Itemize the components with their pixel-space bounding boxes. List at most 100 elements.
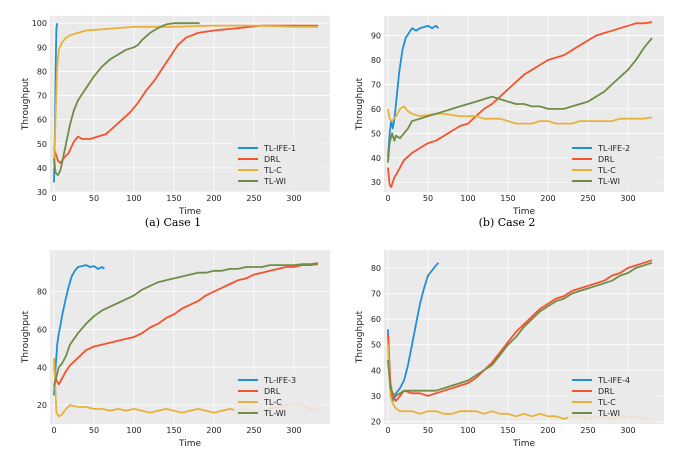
legend-label: TL-WI [263,409,286,418]
y-tick-labels: 30 40 50 60 70 80 90 100 [32,19,47,197]
y-tick-label: 40 [37,164,47,173]
legend-label: TL-IFE-3 [263,376,296,385]
y-tick-label: 70 [371,80,381,89]
y-tick-label: 40 [371,366,381,375]
y-axis-label: Throughput [21,310,31,364]
chart-case-2-svg: 0 50 100 150 200 250 300 30 40 50 60 70 80 90 Time Thro… [355,16,664,217]
legend-label: TL-C [263,166,282,175]
x-tick-label: 250 [246,426,261,435]
legend: TL-IFE-2 DRL TL-C TL-WI [568,140,658,190]
y-tick-label: 80 [371,264,381,273]
series-line-4 [387,37,653,163]
x-tick-label: 250 [580,426,595,435]
y-tick-label: 20 [371,417,381,426]
legend-label: TL-WI [597,409,620,418]
legend-label: TL-IFE-4 [597,376,630,385]
legend-label: TL-WI [263,177,286,186]
x-tick-label: 0 [385,426,390,435]
x-tick-labels: 0 50 100 150 200 250 300 [385,426,635,435]
x-tick-label: 50 [89,194,99,203]
x-tick-label: 100 [460,194,475,203]
y-tick-label: 50 [371,341,381,350]
chart-case-2: 0 50 100 150 200 250 300 30 40 50 60 70 80 90 Time Thro… [342,8,672,218]
x-tick-label: 0 [51,194,56,203]
x-tick-label: 150 [500,426,515,435]
x-tick-label: 300 [286,194,301,203]
x-tick-label: 50 [423,426,433,435]
series-line-2 [387,259,653,402]
legend: TL-IFE-3 DRL TL-C TL-WI [234,372,324,422]
x-tick-label: 200 [206,194,221,203]
series-lines [53,22,318,183]
x-tick-label: 100 [126,426,141,435]
series-lines [387,21,653,188]
y-tick-label: 90 [37,43,47,52]
x-tick-label: 250 [246,194,261,203]
y-tick-label: 50 [37,140,47,149]
y-axis-label: Throughput [21,77,31,131]
y-tick-label: 80 [37,288,47,297]
x-tick-labels: 0 50 100 150 200 250 300 [51,426,301,435]
x-tick-label: 300 [620,194,635,203]
legend-label: TL-C [263,398,282,407]
y-axis-label: Throughput [355,310,365,364]
series-line-3 [53,24,318,168]
chart-case-4: 0 50 100 150 200 250 300 20 30 40 50 60 70 80 Time Thro… [342,242,672,450]
x-axis-label: Time [178,439,201,449]
legend: TL-IFE-1 DRL TL-C TL-WI [234,140,324,190]
series-line-2 [53,263,319,386]
x-axis-label: Time [512,207,535,217]
x-tick-label: 200 [540,426,555,435]
x-tick-labels: 0 50 100 150 200 250 300 [51,194,301,203]
x-tick-label: 300 [620,426,635,435]
y-tick-label: 80 [37,67,47,76]
legend-label: TL-WI [597,177,620,186]
x-axis-label: Time [178,207,201,217]
y-tick-labels: 20 40 60 80 [37,288,47,410]
x-tick-label: 150 [500,194,515,203]
x-tick-label: 150 [166,426,181,435]
y-tick-label: 30 [371,392,381,401]
legend-label: DRL [264,387,281,396]
series-line-4 [53,22,200,176]
legend-label: TL-IFE-2 [597,144,630,153]
y-tick-label: 30 [371,178,381,187]
chart-case-4-svg: 0 50 100 150 200 250 300 20 30 40 50 60 70 80 Time Thro… [355,250,664,449]
legend: TL-IFE-4 DRL TL-C TL-WI [568,372,658,422]
caption-case-2: (b) Case 2 [478,216,536,229]
y-tick-label: 40 [371,154,381,163]
legend-label: TL-IFE-1 [263,144,296,153]
series-line-4 [53,262,319,387]
x-tick-label: 0 [385,194,390,203]
y-tick-label: 100 [32,19,47,28]
x-tick-label: 50 [89,426,99,435]
chart-case-1: 0 50 100 150 200 250 300 30 40 50 60 70 80 90 100 Time T… [8,8,338,218]
y-tick-label: 30 [37,188,47,197]
y-tick-label: 60 [371,315,381,324]
legend-label: DRL [598,387,615,396]
caption-case-1: (a) Case 1 [144,216,202,229]
y-tick-label: 40 [37,363,47,372]
y-axis-label: Throughput [355,77,365,131]
x-tick-label: 50 [423,194,433,203]
series-line-4 [387,261,653,397]
y-tick-label: 70 [37,92,47,101]
x-tick-label: 200 [540,194,555,203]
y-tick-label: 80 [371,56,381,65]
x-tick-label: 100 [126,194,141,203]
series-line-1 [387,24,440,158]
y-tick-label: 50 [371,129,381,138]
y-tick-label: 60 [37,116,47,125]
legend-label: DRL [264,155,281,164]
legend-label: DRL [598,155,615,164]
series-line-2 [53,24,318,164]
x-axis-label: Time [512,439,535,449]
x-tick-label: 300 [286,426,301,435]
y-tick-labels: 30 40 50 60 70 80 90 [371,32,381,188]
series-line-1 [53,264,105,396]
chart-case-3: 0 50 100 150 200 250 300 20 40 60 80 Time Throughput… [8,242,338,450]
y-tick-labels: 20 30 40 50 60 70 80 [371,264,381,427]
y-tick-label: 20 [37,401,47,410]
x-tick-label: 150 [166,194,181,203]
x-tick-label: 0 [51,426,56,435]
